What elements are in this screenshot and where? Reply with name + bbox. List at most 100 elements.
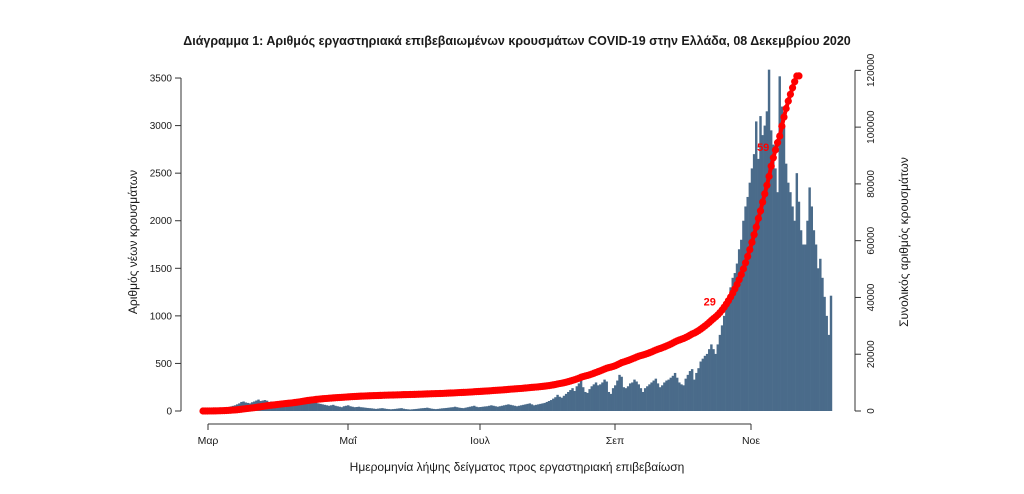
bar xyxy=(379,408,381,411)
bar xyxy=(593,384,595,411)
bar xyxy=(571,388,573,411)
bar xyxy=(808,187,810,411)
bar xyxy=(682,385,684,411)
bar xyxy=(550,400,552,411)
bar xyxy=(678,382,680,411)
line-point xyxy=(787,91,794,98)
bar xyxy=(610,394,612,411)
bar xyxy=(710,344,712,411)
bar xyxy=(353,407,355,411)
bar xyxy=(383,409,385,411)
bar xyxy=(424,408,426,411)
line-point xyxy=(740,265,747,272)
bar xyxy=(616,381,618,411)
bar xyxy=(588,389,590,411)
bar xyxy=(582,387,584,411)
bar xyxy=(646,386,648,411)
bar xyxy=(719,335,721,411)
bar xyxy=(768,70,770,411)
bar xyxy=(509,405,511,411)
bar xyxy=(503,405,505,411)
bar xyxy=(338,407,340,411)
bar xyxy=(415,409,417,411)
bar xyxy=(567,392,569,411)
bar xyxy=(341,407,343,411)
bar xyxy=(584,392,586,411)
bar xyxy=(759,116,761,411)
bar xyxy=(426,408,428,411)
bar xyxy=(388,409,390,411)
y-tick-label: 3000 xyxy=(150,121,173,132)
y-tick-label: 500 xyxy=(155,359,172,370)
bar xyxy=(687,375,689,411)
bar xyxy=(595,382,597,411)
bar xyxy=(548,401,550,411)
bar xyxy=(796,173,798,411)
bar xyxy=(484,406,486,411)
bar xyxy=(524,404,526,411)
bar xyxy=(633,380,635,411)
bar xyxy=(531,404,533,411)
bar xyxy=(817,268,819,411)
bar xyxy=(392,409,394,411)
line-point xyxy=(759,198,766,205)
y-tick-label: 2500 xyxy=(150,169,173,180)
bar xyxy=(578,383,580,411)
line-point xyxy=(778,123,785,130)
bar xyxy=(430,409,432,411)
bar xyxy=(815,245,817,411)
bar xyxy=(685,379,687,411)
bar xyxy=(443,408,445,411)
bar xyxy=(723,316,725,411)
bar xyxy=(629,383,631,411)
line-point xyxy=(742,259,749,266)
bar xyxy=(377,409,379,411)
line-point xyxy=(765,173,772,180)
bar xyxy=(330,405,332,411)
bar xyxy=(652,381,654,411)
bar xyxy=(467,407,469,411)
bar xyxy=(441,408,443,411)
bar xyxy=(413,409,415,411)
bar xyxy=(601,382,603,411)
line-point xyxy=(785,98,792,105)
bar xyxy=(454,407,456,411)
bar xyxy=(753,154,755,411)
bar xyxy=(439,409,441,411)
line-point xyxy=(748,239,755,246)
bar xyxy=(704,356,706,411)
line-point xyxy=(755,215,762,222)
bar xyxy=(623,387,625,411)
bar xyxy=(618,375,620,411)
bar xyxy=(640,388,642,411)
bar xyxy=(336,406,338,411)
bar xyxy=(482,407,484,411)
bar xyxy=(569,390,571,411)
bar xyxy=(644,388,646,411)
bar xyxy=(650,382,652,411)
annotation-label: 59 xyxy=(757,142,769,154)
bar xyxy=(456,407,458,411)
line-point xyxy=(776,132,783,139)
bar xyxy=(409,409,411,411)
bar xyxy=(712,349,714,411)
bar xyxy=(627,386,629,411)
bar xyxy=(544,403,546,411)
bar xyxy=(371,408,373,411)
bar xyxy=(648,384,650,411)
y2-tick-label: 100000 xyxy=(866,110,877,144)
bar xyxy=(565,394,567,411)
bar xyxy=(727,297,729,411)
bar xyxy=(761,135,763,411)
bar xyxy=(507,404,509,411)
line-point xyxy=(772,146,779,153)
bar xyxy=(670,378,672,411)
bar xyxy=(625,388,627,411)
bar xyxy=(537,404,539,411)
y2-tick-label: 80000 xyxy=(866,170,877,198)
bar xyxy=(326,405,328,411)
bar xyxy=(729,287,731,411)
bar xyxy=(791,206,793,411)
